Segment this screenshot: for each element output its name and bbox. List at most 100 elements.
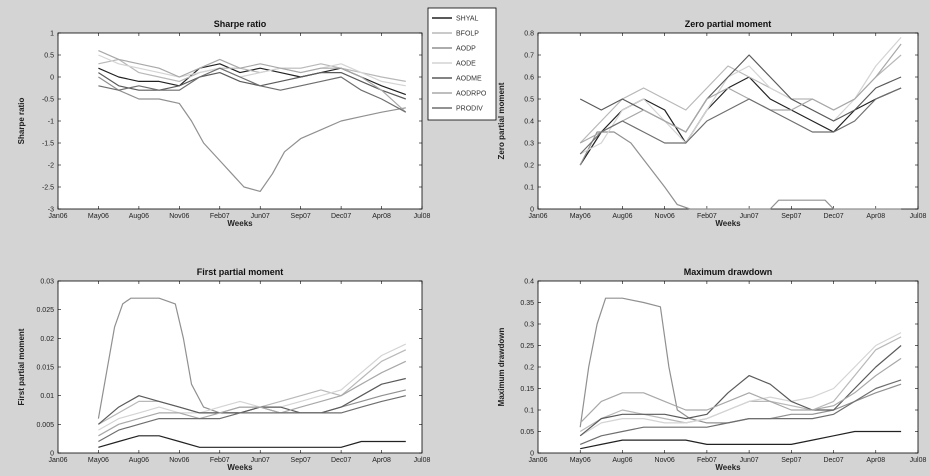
y-tick-label: 0.025 — [36, 307, 54, 314]
x-tick-label: Jan06 — [48, 213, 67, 220]
y-tick-label: 0.6 — [524, 75, 534, 82]
y-tick-label: 0.05 — [520, 429, 534, 436]
series-line-aodp — [579, 297, 902, 428]
y-axis-label: Zero partial moment — [497, 82, 506, 159]
y-tick-label: -1 — [48, 119, 54, 126]
y-tick-label: 0.01 — [40, 393, 54, 400]
legend-label-prodiv: PRODIV — [456, 106, 483, 113]
series-line-aodme — [579, 54, 902, 133]
y-tick-label: 0.1 — [524, 408, 534, 415]
x-tick-label: Jul08 — [414, 457, 431, 464]
y-tick-label: 0.02 — [40, 336, 54, 343]
y-tick-label: 0.2 — [524, 163, 534, 170]
chart-title: First partial moment — [197, 267, 284, 277]
x-tick-label: May06 — [88, 457, 109, 464]
legend-label-aodp: AODP — [456, 46, 476, 53]
x-tick-label: Jan06 — [48, 457, 67, 464]
series-line-aodrpo — [579, 357, 902, 424]
chart-title: Zero partial moment — [685, 19, 772, 29]
x-tick-label: Dec07 — [823, 213, 843, 220]
series-line-prodiv — [579, 379, 902, 445]
x-tick-label: Nov06 — [655, 457, 675, 464]
x-tick-label: Jul08 — [910, 457, 927, 464]
x-tick-label: Aug06 — [612, 213, 632, 220]
series-line-prodiv — [98, 67, 407, 113]
y-tick-label: 0.15 — [520, 386, 534, 393]
series-line-aodrpo — [98, 360, 407, 437]
y-tick-label: 0 — [530, 451, 534, 458]
x-tick-label: May06 — [570, 213, 591, 220]
y-tick-label: 0.5 — [524, 97, 534, 104]
y-tick-label: 0 — [530, 207, 534, 214]
x-tick-label: Dec07 — [331, 457, 351, 464]
x-tick-label: Nov06 — [169, 213, 189, 220]
legend-label-aodrpo: AODRPO — [456, 91, 487, 98]
x-tick-label: Jan06 — [528, 457, 547, 464]
y-tick-label: 0.1 — [524, 185, 534, 192]
series-line-aodrpo — [98, 50, 407, 113]
x-tick-label: May06 — [570, 457, 591, 464]
chart-title: Maximum drawdown — [684, 267, 773, 277]
y-tick-label: 0.03 — [40, 279, 54, 286]
series-line-prodiv — [579, 87, 902, 155]
x-tick-label: Apr08 — [372, 213, 391, 220]
plot-area — [57, 32, 423, 210]
y-tick-label: -3 — [48, 207, 54, 214]
y-tick-label: 0 — [50, 75, 54, 82]
y-tick-label: 1 — [50, 31, 54, 38]
x-tick-label: Nov06 — [169, 457, 189, 464]
y-tick-label: 0.3 — [524, 141, 534, 148]
chart-panel-1: Zero partial moment 0.8 0.7 0.6 0.5 0.4 0.3 0.2… — [497, 19, 926, 228]
y-tick-label: 0.5 — [44, 53, 54, 60]
x-axis-label: Weeks — [227, 219, 253, 228]
x-tick-label: Jun07 — [251, 213, 270, 220]
x-tick-label: Sep07 — [291, 213, 311, 220]
x-tick-label: Dec07 — [331, 213, 351, 220]
series-line-aodp — [579, 131, 902, 210]
x-tick-label: Jun07 — [740, 457, 759, 464]
y-tick-label: 0.7 — [524, 53, 534, 60]
x-tick-label: Sep07 — [781, 457, 801, 464]
y-axis-label: First partial moment — [17, 328, 26, 405]
y-tick-label: 0 — [50, 451, 54, 458]
y-tick-label: 0.8 — [524, 31, 534, 38]
x-tick-label: Jul08 — [414, 213, 431, 220]
x-tick-label: Dec07 — [823, 457, 843, 464]
x-tick-label: Aug06 — [129, 213, 149, 220]
series-line-aode — [98, 343, 407, 431]
x-tick-label: Feb07 — [697, 457, 717, 464]
series-line-aodme — [98, 377, 406, 425]
x-tick-label: May06 — [88, 213, 109, 220]
series-line-aode — [579, 332, 902, 437]
legend-label-aodme: AODME — [456, 76, 482, 83]
y-axis-label: Maximum drawdown — [497, 328, 506, 407]
y-tick-label: 0.005 — [36, 422, 54, 429]
series-line-prodiv — [98, 395, 406, 443]
y-tick-label: 0.4 — [524, 279, 534, 286]
chart-panel-0: Sharpe ratio 1 0.5 0 -0.5 -1 -1.5 -2 -2.5 -3Jan06… — [17, 19, 430, 228]
series-line-aodp — [98, 76, 406, 192]
x-tick-label: Feb07 — [210, 213, 230, 220]
x-tick-label: Feb07 — [697, 213, 717, 220]
x-tick-label: Sep07 — [781, 213, 801, 220]
x-tick-label: Aug06 — [129, 457, 149, 464]
x-tick-label: Jun07 — [740, 213, 759, 220]
y-tick-label: -1.5 — [42, 141, 54, 148]
x-tick-label: Sep07 — [291, 457, 311, 464]
legend-label-bfolp: BFOLP — [456, 31, 479, 38]
series-line-bfolp — [98, 58, 406, 83]
series-line-shyal — [98, 435, 406, 448]
plot-area — [537, 32, 919, 210]
y-tick-label: 0.25 — [520, 343, 534, 350]
chart-title: Sharpe ratio — [214, 19, 267, 29]
x-tick-label: Nov06 — [655, 213, 675, 220]
y-tick-label: 0.4 — [524, 119, 534, 126]
series-line-aodme — [98, 71, 407, 100]
chart-panel-3: Maximum drawdown 0.4 0.35 0.3 0.25 0.2 0.15 0.1… — [497, 267, 926, 472]
x-tick-label: Feb07 — [210, 457, 230, 464]
y-tick-label: -2.5 — [42, 185, 54, 192]
legend-box — [427, 7, 497, 121]
y-axis-label: Sharpe ratio — [17, 98, 26, 145]
y-tick-label: 0.35 — [520, 300, 534, 307]
